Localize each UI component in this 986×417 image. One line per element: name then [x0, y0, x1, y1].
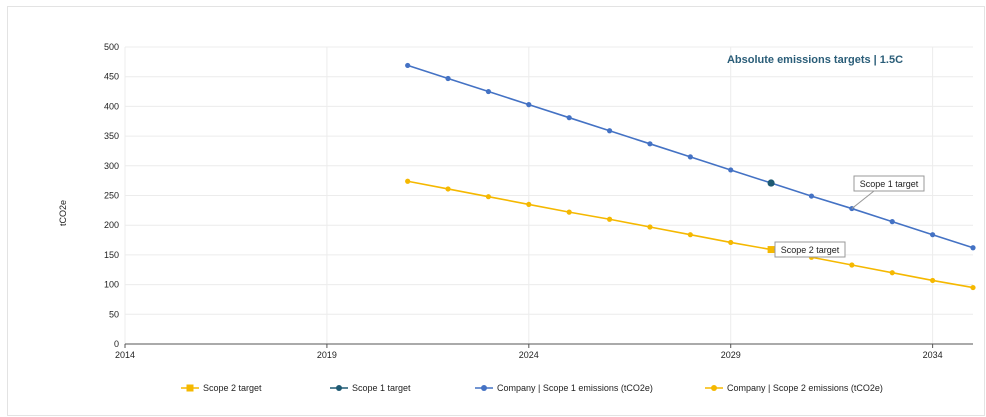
y-tick-label: 500: [104, 42, 119, 52]
legend: Scope 2 target Scope 1 target Company | Sc…: [181, 383, 883, 393]
series-2-point: [728, 239, 734, 246]
series-2-point: [647, 224, 653, 230]
series-2-point: [485, 194, 492, 200]
chart-title: Absolute emissions targets | 1.5C: [727, 54, 903, 66]
series-2-point: [606, 216, 613, 222]
y-tick-label: 350: [104, 131, 119, 141]
series-2-point: [405, 178, 411, 184]
callout-leader-scope-1: [851, 190, 875, 209]
series-layer: [405, 62, 976, 291]
chart-frame: [7, 6, 985, 416]
y-tick-label: 400: [104, 101, 119, 111]
series-1-point: [647, 141, 653, 147]
legend-label: Company | Scope 2 emissions (tCO2e): [727, 383, 883, 393]
series-1-point: [889, 219, 895, 225]
grid-lines: [124, 46, 973, 345]
y-tick-label: 100: [104, 280, 119, 290]
y-tick-label: 450: [104, 72, 119, 82]
y-tick-label: 50: [109, 309, 119, 319]
series-1-point: [566, 115, 572, 121]
legend-label: Scope 1 target: [352, 383, 411, 393]
y-tick-label: 250: [104, 191, 119, 201]
legend-label: Scope 2 target: [203, 383, 262, 393]
x-tick-label: 2014: [115, 350, 135, 360]
series-2-point: [889, 270, 895, 276]
legend-marker-circle: [711, 385, 717, 391]
series-1-point: [526, 102, 532, 108]
axes: 0 50 100 150 200 250 300 350 400 450 500 2014 2019 20…: [104, 42, 973, 360]
series-1-point: [970, 245, 976, 251]
series-1-point: [606, 128, 613, 134]
series-1-point: [445, 75, 451, 82]
target-markers: [767, 179, 775, 254]
y-tick-label: 200: [104, 220, 119, 230]
scope-1-target-marker: [767, 179, 775, 187]
legend-marker-circle: [336, 385, 342, 391]
series-1-point: [485, 88, 492, 95]
annotations: Scope 1 target Scope 2 target: [774, 175, 925, 258]
x-tick-label: 2029: [721, 350, 741, 360]
callout-label-scope-2: Scope 2 target: [781, 245, 840, 255]
series-2-point: [445, 186, 451, 192]
callout-label-scope-1: Scope 1 target: [860, 179, 919, 189]
callout-box-scope-2: [774, 241, 846, 258]
series-2-point: [849, 262, 855, 268]
series-1-point: [930, 232, 936, 238]
scope-2-target-marker: [767, 246, 775, 254]
legend-marker-circle: [481, 385, 487, 391]
y-axis-label: tCO2e: [58, 200, 68, 226]
y-tick-label: 0: [114, 339, 119, 349]
callout-box-scope-1: [853, 175, 925, 192]
y-tick-label: 300: [104, 161, 119, 171]
series-1-point: [808, 193, 815, 199]
series-1-point: [405, 62, 411, 69]
y-tick-label: 150: [104, 250, 119, 260]
x-tick-label: 2019: [317, 350, 337, 360]
series-2-point: [970, 284, 976, 291]
legend-marker-square: [186, 384, 194, 392]
series-2-point: [687, 232, 693, 238]
series-2-point: [930, 277, 936, 284]
series-2-point: [566, 209, 572, 215]
x-tick-label: 2024: [519, 350, 539, 360]
series-2-point: [526, 201, 532, 208]
x-tick-label: 2034: [923, 350, 943, 360]
series-1-point: [728, 167, 734, 173]
legend-label: Company | Scope 1 emissions (tCO2e): [497, 383, 653, 393]
series-1-point: [687, 154, 693, 160]
